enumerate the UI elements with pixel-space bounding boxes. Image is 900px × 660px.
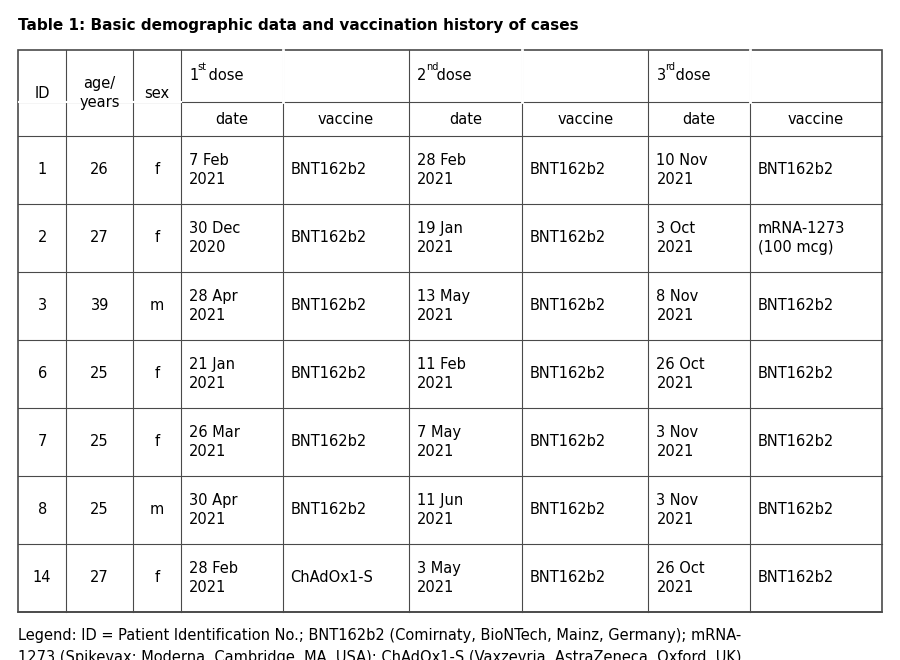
Text: 1273 (Spikevax; Moderna, Cambridge, MA, USA); ChAdOx1-S (Vaxzevria, AstraZeneca,: 1273 (Spikevax; Moderna, Cambridge, MA, … [18,650,746,660]
Text: 13 May
2021: 13 May 2021 [418,289,471,323]
Text: 3 Oct
2021: 3 Oct 2021 [656,221,696,255]
Text: 7: 7 [38,434,47,449]
Text: 7 Feb
2021: 7 Feb 2021 [189,153,230,187]
Text: BNT162b2: BNT162b2 [758,502,834,517]
Text: f: f [155,162,160,178]
Text: BNT162b2: BNT162b2 [758,570,834,585]
Text: BNT162b2: BNT162b2 [291,366,367,381]
Text: date: date [215,112,248,127]
Text: 26 Oct
2021: 26 Oct 2021 [656,357,705,391]
Text: Table 1: Basic demographic data and vaccination history of cases: Table 1: Basic demographic data and vacc… [18,18,579,33]
Text: 10 Nov
2021: 10 Nov 2021 [656,153,708,187]
Text: 27: 27 [90,570,109,585]
Text: st: st [198,62,207,72]
Text: BNT162b2: BNT162b2 [530,502,607,517]
Text: BNT162b2: BNT162b2 [291,230,367,246]
Text: age/
years: age/ years [79,76,120,110]
Text: rd: rd [665,62,675,72]
Text: Legend: ID = Patient Identification No.; BNT162b2 (Comirnaty, BioNTech, Mainz, G: Legend: ID = Patient Identification No.;… [18,628,742,643]
Text: 26 Mar
2021: 26 Mar 2021 [189,425,240,459]
Bar [18,50,882,612]
Text: BNT162b2: BNT162b2 [758,298,834,313]
Text: 30 Apr
2021: 30 Apr 2021 [189,493,238,527]
Text: 8: 8 [38,502,47,517]
Text: BNT162b2: BNT162b2 [530,230,607,246]
Text: 3: 3 [656,69,666,84]
Text: dose: dose [671,69,711,84]
Text: vaccine: vaccine [318,112,374,127]
Text: f: f [155,230,160,246]
Text: BNT162b2: BNT162b2 [291,298,367,313]
Text: BNT162b2: BNT162b2 [291,162,367,178]
Text: 27: 27 [90,230,109,246]
Text: BNT162b2: BNT162b2 [758,162,834,178]
Text: BNT162b2: BNT162b2 [758,434,834,449]
Text: dose: dose [204,69,244,84]
Text: 39: 39 [91,298,109,313]
Text: 6: 6 [38,366,47,381]
Text: 28 Feb
2021: 28 Feb 2021 [418,153,466,187]
Text: 25: 25 [90,502,109,517]
Text: f: f [155,570,160,585]
Text: vaccine: vaccine [557,112,613,127]
Text: BNT162b2: BNT162b2 [530,298,607,313]
Text: f: f [155,434,160,449]
Text: m: m [150,502,165,517]
Text: 19 Jan
2021: 19 Jan 2021 [418,221,463,255]
Text: 14: 14 [33,570,51,585]
Text: BNT162b2: BNT162b2 [291,434,367,449]
Text: ChAdOx1-S: ChAdOx1-S [291,570,373,585]
Text: m: m [150,298,165,313]
Text: 1: 1 [189,69,199,84]
Text: date: date [682,112,716,127]
Text: 11 Feb
2021: 11 Feb 2021 [418,357,466,391]
Text: f: f [155,366,160,381]
Text: 25: 25 [90,434,109,449]
Text: dose: dose [432,69,472,84]
Text: 2: 2 [418,69,427,84]
Text: 3 Nov
2021: 3 Nov 2021 [656,493,698,527]
Text: 3 May
2021: 3 May 2021 [418,561,461,595]
Text: 2: 2 [38,230,47,246]
Text: ID: ID [34,86,50,100]
Text: BNT162b2: BNT162b2 [530,366,607,381]
Text: BNT162b2: BNT162b2 [530,434,607,449]
Text: 21 Jan
2021: 21 Jan 2021 [189,357,236,391]
Text: 3 Nov
2021: 3 Nov 2021 [656,425,698,459]
Text: 8 Nov
2021: 8 Nov 2021 [656,289,698,323]
Text: 1: 1 [38,162,47,178]
Text: 28 Apr
2021: 28 Apr 2021 [189,289,238,323]
Text: BNT162b2: BNT162b2 [758,366,834,381]
Text: 26: 26 [90,162,109,178]
Text: 28 Feb
2021: 28 Feb 2021 [189,561,239,595]
Text: 26 Oct
2021: 26 Oct 2021 [656,561,705,595]
Text: BNT162b2: BNT162b2 [291,502,367,517]
Text: nd: nd [426,62,438,72]
Text: 11 Jun
2021: 11 Jun 2021 [418,493,464,527]
Text: BNT162b2: BNT162b2 [530,162,607,178]
Text: date: date [449,112,482,127]
Text: vaccine: vaccine [788,112,844,127]
Text: mRNA-1273
(100 mcg): mRNA-1273 (100 mcg) [758,221,845,255]
Text: 7 May
2021: 7 May 2021 [418,425,462,459]
Text: 3: 3 [38,298,47,313]
Text: sex: sex [145,86,170,100]
Text: 30 Dec
2020: 30 Dec 2020 [189,221,240,255]
Text: BNT162b2: BNT162b2 [530,570,607,585]
Text: 25: 25 [90,366,109,381]
